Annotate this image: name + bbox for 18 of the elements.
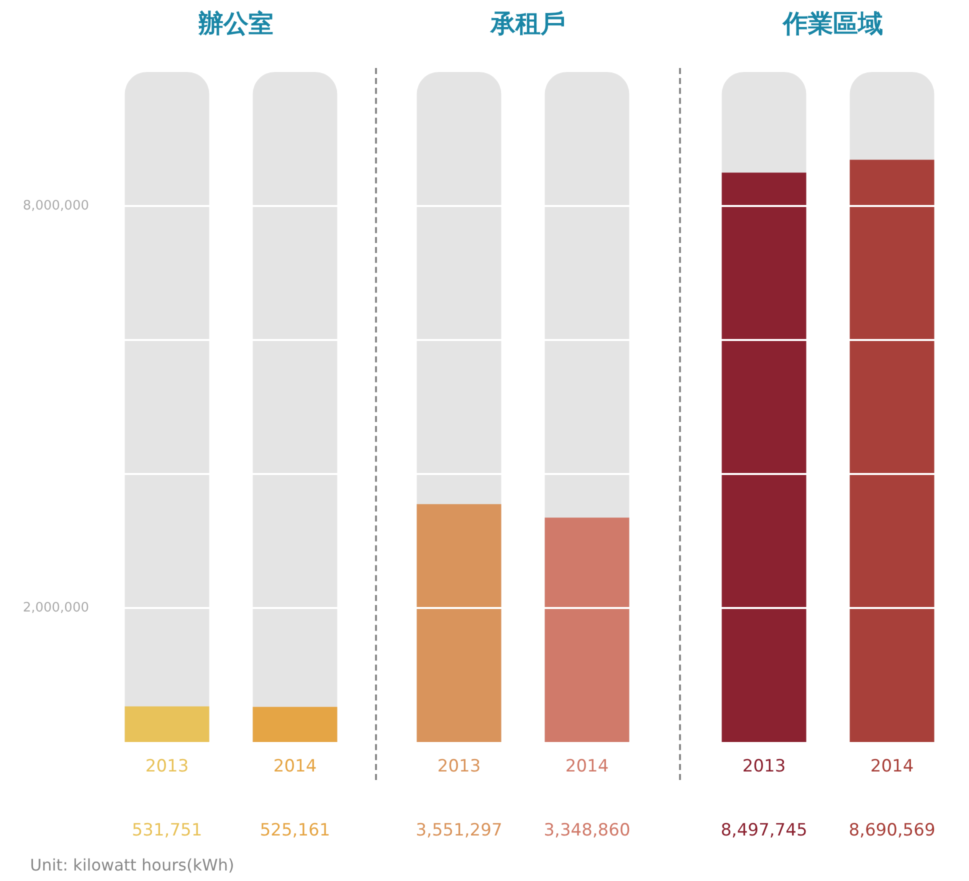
- x-tick-label: 2013: [437, 756, 481, 776]
- x-tick-label: 2014: [870, 756, 914, 776]
- x-tick-label: 2014: [565, 756, 609, 776]
- y-tick-label: 8,000,000: [22, 198, 89, 214]
- data-label: 3,551,297: [416, 820, 502, 840]
- chart-title: 作業區域: [782, 9, 883, 38]
- x-tick-label: 2013: [742, 756, 786, 776]
- data-label: 525,161: [260, 820, 330, 840]
- data-label: 8,497,745: [720, 820, 808, 840]
- chart-title: 承租戶: [490, 9, 566, 38]
- data-label: 8,690,569: [848, 820, 936, 840]
- chart-title: 辦公室: [198, 9, 274, 38]
- x-tick-label: 2013: [145, 756, 189, 776]
- text: Unit: kilowatt hours(kWh): [30, 856, 234, 874]
- data-label: 531,751: [132, 820, 202, 840]
- data-label: 3,348,860: [544, 820, 630, 840]
- y-tick-label: 2,000,000: [22, 600, 89, 616]
- x-tick-label: 2014: [273, 756, 317, 776]
